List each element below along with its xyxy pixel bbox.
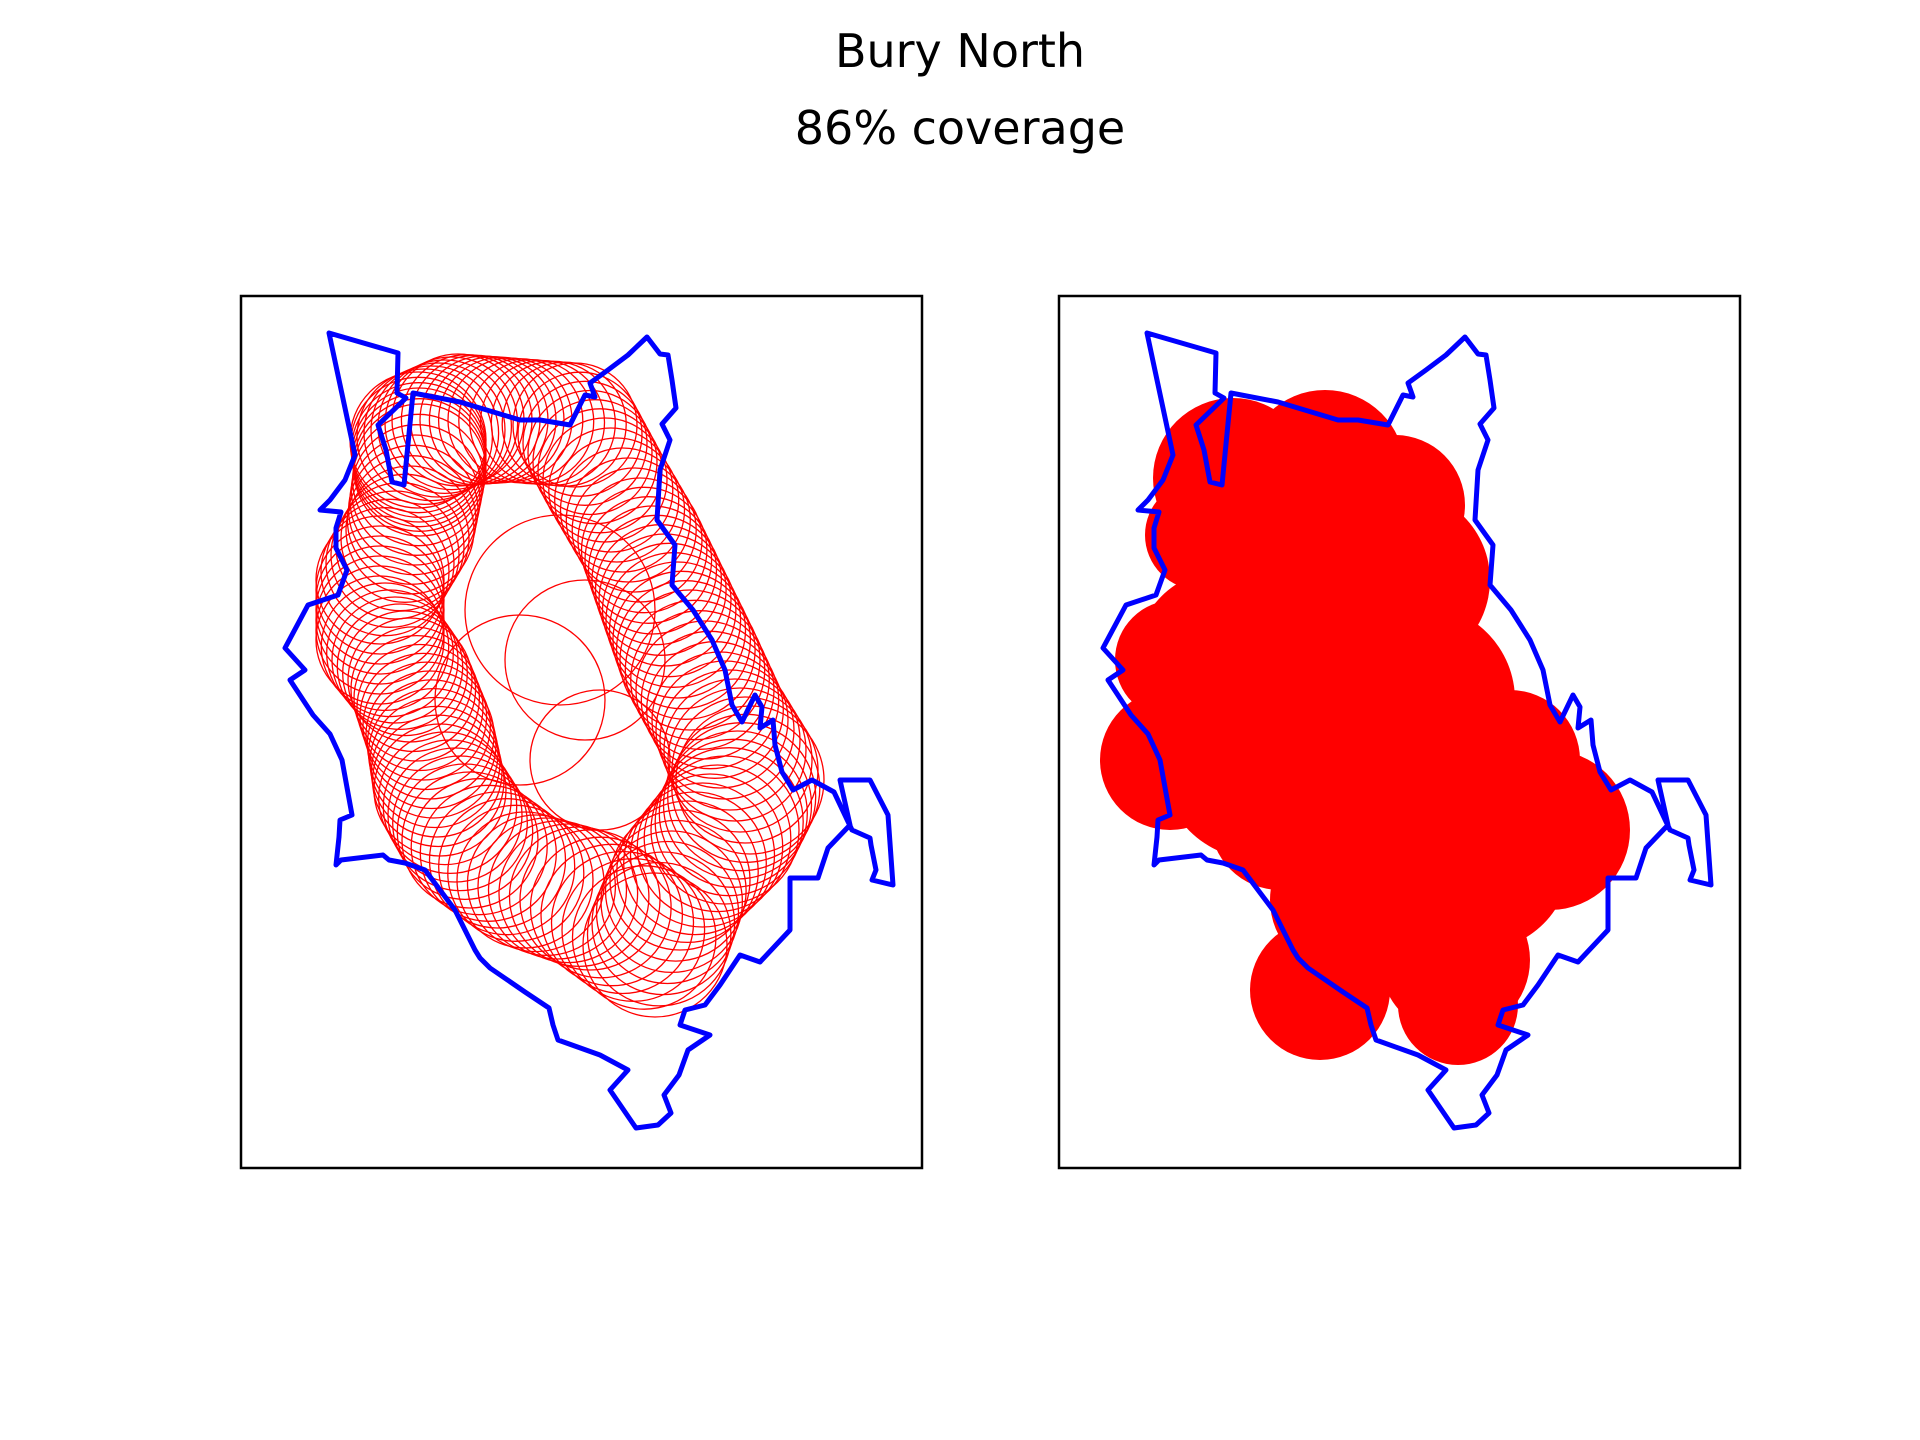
coverage-circle [378, 731, 512, 866]
panel-filled-coverage [1100, 330, 1714, 1131]
coverage-subtitle: 86% coverage [794, 101, 1126, 155]
panel-frame-left [239, 294, 924, 1170]
coverage-circle [565, 457, 691, 583]
coverage-circle [659, 669, 801, 811]
coverage-circle [550, 850, 695, 995]
coverage-circle [434, 614, 606, 786]
coverage-circle [335, 482, 465, 612]
panel-outlined-circles [282, 330, 896, 1131]
coverage-circle [350, 626, 477, 753]
coverage-circle [612, 570, 752, 710]
coverage-circle [320, 507, 450, 637]
coverage-circle [315, 555, 445, 685]
coverage-circle [410, 778, 548, 916]
coverage-circle [512, 362, 638, 488]
coverage-circle [532, 399, 658, 525]
coverage-circle [571, 467, 697, 593]
coverage-circle [326, 589, 454, 718]
coverage-circle [630, 610, 770, 750]
panel-frame-right [1057, 294, 1742, 1170]
coverage-circle [548, 427, 674, 553]
coverage-circle [504, 579, 666, 741]
coverage-blob [1250, 920, 1390, 1060]
coverage-blob [1295, 670, 1475, 850]
coverage-circle [315, 515, 445, 645]
coverage-circle [604, 819, 747, 962]
coverage-circle [522, 380, 648, 506]
coverage-circle [325, 498, 455, 628]
coverage-circle [529, 836, 672, 979]
coverage-circle [595, 840, 740, 985]
figure-title: Bury North [834, 24, 1086, 78]
coverage-circle [346, 455, 477, 585]
coverage-circle [651, 651, 789, 789]
coverage-circle [345, 465, 475, 595]
coverage-circle [650, 755, 800, 905]
coverage-circle [559, 447, 686, 573]
coverage-circle [370, 362, 506, 498]
coverage-circle [428, 356, 557, 484]
coverage-circle [600, 830, 744, 974]
coverage-blob [1100, 690, 1240, 830]
coverage-circle [363, 365, 500, 502]
coverage-circle [619, 589, 761, 731]
coverage-circle [663, 678, 807, 822]
coverage-circle [608, 561, 747, 699]
coverage-circle [580, 486, 708, 614]
coverage-circle [350, 424, 483, 556]
coverage-circle [456, 811, 594, 949]
coverage-circles-outline [315, 353, 825, 1018]
coverage-circle [640, 630, 780, 770]
coverage-circle [347, 617, 473, 743]
coverage-circle [584, 496, 713, 624]
coverage-circle [438, 798, 576, 936]
coverage-circle [466, 814, 605, 953]
coverage-blob [1398, 945, 1518, 1065]
coverage-circle [336, 603, 464, 731]
coverage-area-filled [1100, 390, 1630, 1065]
coverage-circle [498, 823, 639, 964]
coverage-circle [540, 843, 684, 987]
coverage-circle [615, 580, 756, 720]
coverage-circle [601, 542, 737, 678]
coverage-circle [366, 679, 497, 810]
coverage-circle [315, 565, 445, 695]
coverage-circle [315, 545, 445, 675]
constituency-boundary [282, 330, 896, 1131]
coverage-circle [347, 444, 479, 576]
coverage-circle [554, 437, 680, 563]
coverage-circle [519, 829, 661, 971]
coverage-circle [571, 865, 717, 1010]
coverage-circle [527, 389, 653, 516]
coverage-blob [1145, 480, 1255, 590]
coverage-circle [629, 782, 776, 928]
coverage-circle [517, 371, 643, 497]
constituency-boundary [1100, 330, 1714, 1131]
coverage-circle [561, 858, 706, 1002]
coverage-circle [643, 764, 792, 913]
coverage-circle [529, 689, 671, 831]
coverage-circle [315, 525, 445, 655]
coverage-circle [609, 809, 751, 951]
coverage-circle [464, 514, 656, 706]
coverage-circle [331, 596, 459, 724]
coverage-circle [667, 687, 813, 833]
coverage-circle [349, 434, 481, 566]
coverage-blob [1115, 600, 1235, 720]
coverage-circle [428, 791, 567, 929]
